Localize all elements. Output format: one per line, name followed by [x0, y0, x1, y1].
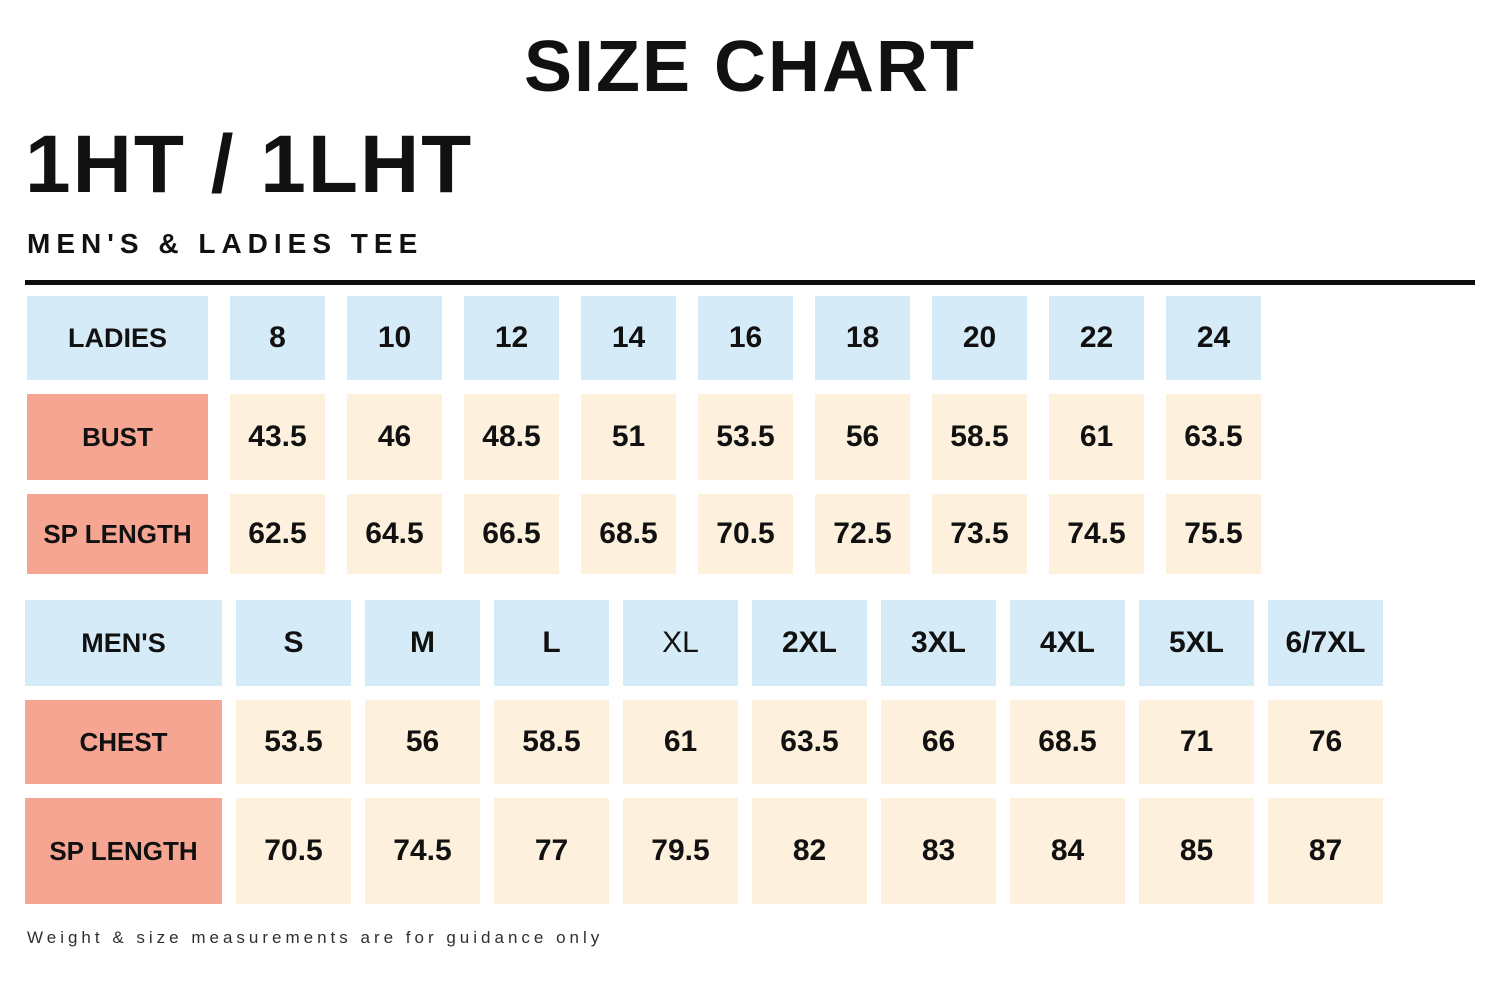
ladies-size-header-cell: 24 [1166, 296, 1261, 380]
ladies-measurement-value-cell: 62.5 [230, 494, 325, 574]
ladies-measurement-label-cell: SP LENGTH [27, 494, 208, 574]
mens-measurement-value-cell: 56 [365, 700, 480, 784]
ladies-size-header-cell: 12 [464, 296, 559, 380]
ladies-measurement-value-cell: 75.5 [1166, 494, 1261, 574]
ladies-measurement-value-cell: 64.5 [347, 494, 442, 574]
mens-measurement-row: SP LENGTH 70.5 74.5 77 79.5 82 83 84 85 87 [25, 798, 1383, 904]
ladies-measurement-value-cell: 73.5 [932, 494, 1027, 574]
mens-measurement-value-cell: 53.5 [236, 700, 351, 784]
mens-measurement-row: CHEST 53.5 56 58.5 61 63.5 66 68.5 71 76 [25, 700, 1383, 784]
divider [25, 280, 1475, 285]
mens-size-header-cell: 2XL [752, 600, 867, 686]
ladies-measurement-value-cell: 72.5 [815, 494, 910, 574]
mens-measurement-value-cell: 74.5 [365, 798, 480, 904]
ladies-size-header-cell: 14 [581, 296, 676, 380]
ladies-size-table: LADIES 8 10 12 14 16 18 20 22 24 BUST 43.5 46 48.5 51 5… [5, 282, 1283, 588]
mens-size-header-cell: M [365, 600, 480, 686]
mens-size-header-cell: 3XL [881, 600, 996, 686]
ladies-measurement-value-cell: 74.5 [1049, 494, 1144, 574]
ladies-measurement-row: BUST 43.5 46 48.5 51 53.5 56 58.5 61 63.5 [27, 394, 1261, 480]
mens-measurement-value-cell: 85 [1139, 798, 1254, 904]
ladies-measurement-value-cell: 53.5 [698, 394, 793, 480]
ladies-size-header-cell: 22 [1049, 296, 1144, 380]
ladies-measurement-value-cell: 70.5 [698, 494, 793, 574]
ladies-measurement-value-cell: 63.5 [1166, 394, 1261, 480]
ladies-measurement-row: SP LENGTH 62.5 64.5 66.5 68.5 70.5 72.5 73.5 74.… [27, 494, 1261, 574]
ladies-size-header-cell: 16 [698, 296, 793, 380]
mens-measurement-value-cell: 79.5 [623, 798, 738, 904]
footnote: Weight & size measurements are for guida… [27, 928, 604, 947]
product-subtitle: MEN'S & LADIES TEE [27, 228, 424, 259]
ladies-measurement-value-cell: 56 [815, 394, 910, 480]
mens-measurement-value-cell: 76 [1268, 700, 1383, 784]
ladies-measurement-label-cell: BUST [27, 394, 208, 480]
page-title: SIZE CHART [524, 27, 976, 107]
mens-measurement-value-cell: 83 [881, 798, 996, 904]
mens-size-header-cell: L [494, 600, 609, 686]
ladies-measurement-value-cell: 58.5 [932, 394, 1027, 480]
mens-measurement-value-cell: 63.5 [752, 700, 867, 784]
mens-size-header-cell: 5XL [1139, 600, 1254, 686]
mens-measurement-value-cell: 68.5 [1010, 700, 1125, 784]
mens-measurement-value-cell: 82 [752, 798, 867, 904]
mens-measurement-label-cell: SP LENGTH [25, 798, 222, 904]
mens-measurement-value-cell: 61 [623, 700, 738, 784]
mens-measurement-value-cell: 71 [1139, 700, 1254, 784]
mens-size-header-cell: S [236, 600, 351, 686]
product-code: 1HT / 1LHT [25, 119, 474, 210]
ladies-measurement-value-cell: 68.5 [581, 494, 676, 574]
mens-header-row: MEN'S S M L XL 2XL 3XL 4XL 5XL 6/7XL [25, 600, 1383, 686]
ladies-measurement-value-cell: 46 [347, 394, 442, 480]
mens-size-table: MEN'S S M L XL 2XL 3XL 4XL 5XL 6/7XL CHEST 53.5 56 58… [11, 586, 1397, 918]
mens-size-header-cell: 6/7XL [1268, 600, 1383, 686]
mens-size-header-cell: XL [623, 600, 738, 686]
mens-measurement-value-cell: 70.5 [236, 798, 351, 904]
ladies-measurement-value-cell: 61 [1049, 394, 1144, 480]
ladies-measurement-value-cell: 66.5 [464, 494, 559, 574]
mens-measurement-value-cell: 66 [881, 700, 996, 784]
mens-measurement-label-cell: CHEST [25, 700, 222, 784]
ladies-size-header-cell: 20 [932, 296, 1027, 380]
mens-measurement-value-cell: 77 [494, 798, 609, 904]
ladies-measurement-value-cell: 51 [581, 394, 676, 480]
mens-size-header-cell: 4XL [1010, 600, 1125, 686]
ladies-size-header-cell: 18 [815, 296, 910, 380]
ladies-measurement-value-cell: 48.5 [464, 394, 559, 480]
ladies-measurement-value-cell: 43.5 [230, 394, 325, 480]
mens-measurement-value-cell: 58.5 [494, 700, 609, 784]
mens-measurement-value-cell: 84 [1010, 798, 1125, 904]
ladies-size-header-cell: 8 [230, 296, 325, 380]
mens-measurement-value-cell: 87 [1268, 798, 1383, 904]
mens-group-label-cell: MEN'S [25, 600, 222, 686]
ladies-size-header-cell: 10 [347, 296, 442, 380]
ladies-group-label-cell: LADIES [27, 296, 208, 380]
ladies-header-row: LADIES 8 10 12 14 16 18 20 22 24 [27, 296, 1261, 380]
